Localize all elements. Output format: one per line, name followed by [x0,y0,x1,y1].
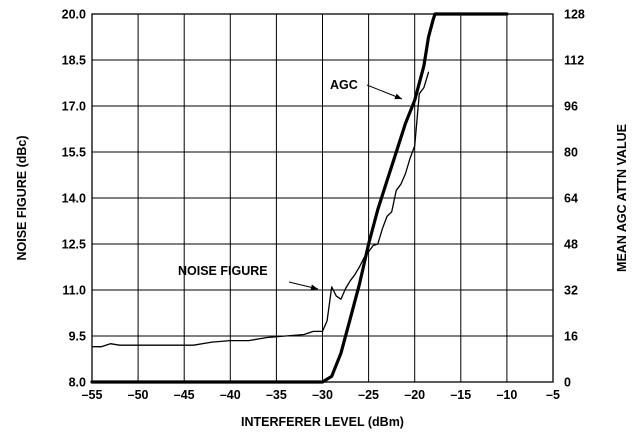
x-tick-label: –50 [128,388,149,402]
y2-tick-label: 48 [564,238,578,252]
y2-tick-label: 32 [564,284,578,298]
x-tick-label: –55 [82,388,103,402]
series-line-noise-figure [91,71,430,348]
y2-tick-label: 96 [564,100,578,114]
y-tick-label: 8.0 [69,376,86,390]
series-line-agc [90,12,509,384]
x-tick-labels: –55 –50 –45 –40 –35 –30 –25 –20 –15 –10 –5 [82,388,560,402]
x-tick-label: –25 [358,388,379,402]
y-tick-label: 20.0 [62,8,86,22]
x-axis-title: INTERFERER LEVEL (dBm) [241,415,404,429]
x-tick-label: –35 [266,388,287,402]
y2-tick-label: 64 [564,192,578,206]
y-tick-label: 17.0 [62,100,86,114]
x-tick-label: –20 [404,388,425,402]
y2-tick-label: 16 [564,330,578,344]
x-tick-label: –45 [174,388,195,402]
y2-tick-label: 128 [564,8,585,22]
y2-tick-label: 80 [564,146,578,160]
series-layer [90,12,509,384]
annotations: AGC NOISE FIGURE [178,78,403,291]
y-tick-labels: 8.0 9.5 11.0 12.5 14.0 15.5 17.0 18.5 20.0 [62,8,86,390]
x-tick-label: –30 [312,388,333,402]
y-tick-label: 14.0 [62,192,86,206]
x-tick-label: –5 [546,388,560,402]
annotation-noise-figure-arrowhead [310,284,318,291]
plot-frame [91,13,554,383]
x-tick-label: –40 [220,388,241,402]
x-tick-label: –10 [496,388,517,402]
annotation-agc-label: AGC [330,78,358,92]
y-tick-label: 18.5 [62,54,86,68]
grid [92,14,553,382]
y-tick-label: 9.5 [69,330,86,344]
y2-tick-labels: 0 16 32 48 64 80 96 112 128 [564,8,585,390]
y2-tick-label: 112 [564,54,584,68]
annotation-agc-arrowhead [394,93,402,100]
y2-tick-label: 0 [564,376,571,390]
y-axis-title: NOISE FIGURE (dBc) [15,135,29,260]
x-tick-label: –15 [450,388,471,402]
y-tick-label: 12.5 [62,238,86,252]
y-tick-label: 15.5 [62,146,86,160]
y-tick-label: 11.0 [62,284,86,298]
y2-axis-title: MEAN AGC ATTN VALUE [615,124,629,272]
annotation-noise-figure-label: NOISE FIGURE [178,264,268,278]
